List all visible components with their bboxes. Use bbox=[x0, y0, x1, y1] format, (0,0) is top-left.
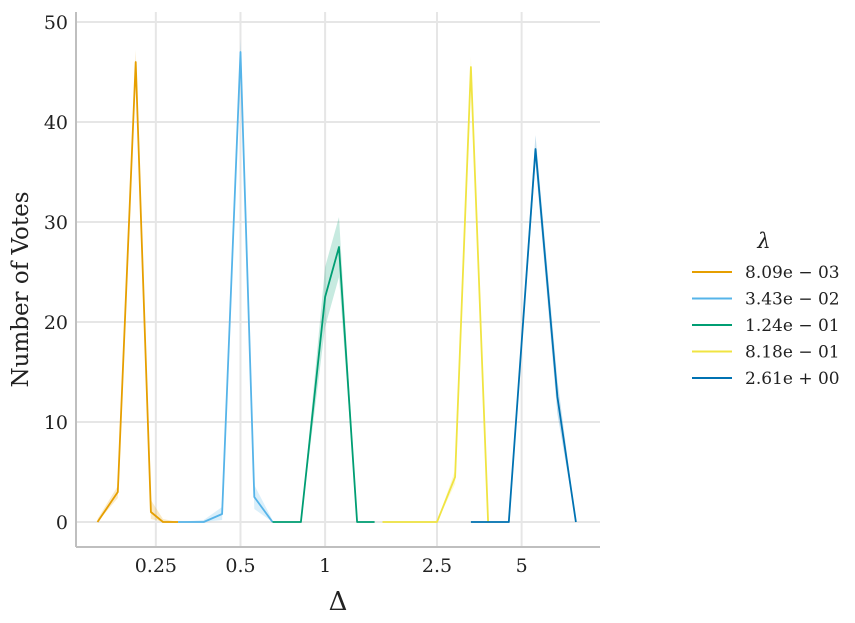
x-tick-label: 0.5 bbox=[225, 555, 255, 577]
legend-entry: 2.61e + 00 bbox=[745, 369, 840, 389]
series-line bbox=[470, 148, 577, 523]
ci-band bbox=[272, 217, 375, 522]
series-line bbox=[178, 51, 274, 523]
legend-title: λ bbox=[756, 229, 770, 253]
confidence-bands bbox=[97, 39, 576, 522]
axes bbox=[75, 12, 600, 548]
x-tick-label: 5 bbox=[516, 555, 528, 577]
y-tick-label: 10 bbox=[44, 412, 68, 434]
y-tick-label: 40 bbox=[44, 112, 68, 134]
series-line bbox=[272, 246, 375, 523]
legend-entry: 3.43e − 02 bbox=[745, 290, 840, 310]
legend-entry: 1.24e − 01 bbox=[745, 316, 840, 336]
legend: λ 8.09e − 03 3.43e − 02 1.24e − 01 8.18e − … bbox=[692, 229, 840, 389]
legend-entry: 8.09e − 03 bbox=[745, 263, 840, 283]
y-axis-title: Number of Votes bbox=[8, 191, 34, 387]
y-tick-label: 0 bbox=[56, 512, 68, 534]
y-tick-label: 20 bbox=[44, 312, 68, 334]
series-lines bbox=[96, 51, 577, 523]
x-axis-title: Δ bbox=[329, 587, 348, 617]
y-tick-label: 50 bbox=[44, 12, 68, 34]
x-tick-label: 0.25 bbox=[135, 555, 177, 577]
y-tick-label: 30 bbox=[44, 212, 68, 234]
legend-entry: 8.18e − 01 bbox=[745, 343, 840, 363]
series-line bbox=[96, 61, 179, 523]
series-line bbox=[382, 66, 489, 523]
x-tick-label: 1 bbox=[319, 555, 331, 577]
x-tick-label: 2.5 bbox=[422, 555, 452, 577]
